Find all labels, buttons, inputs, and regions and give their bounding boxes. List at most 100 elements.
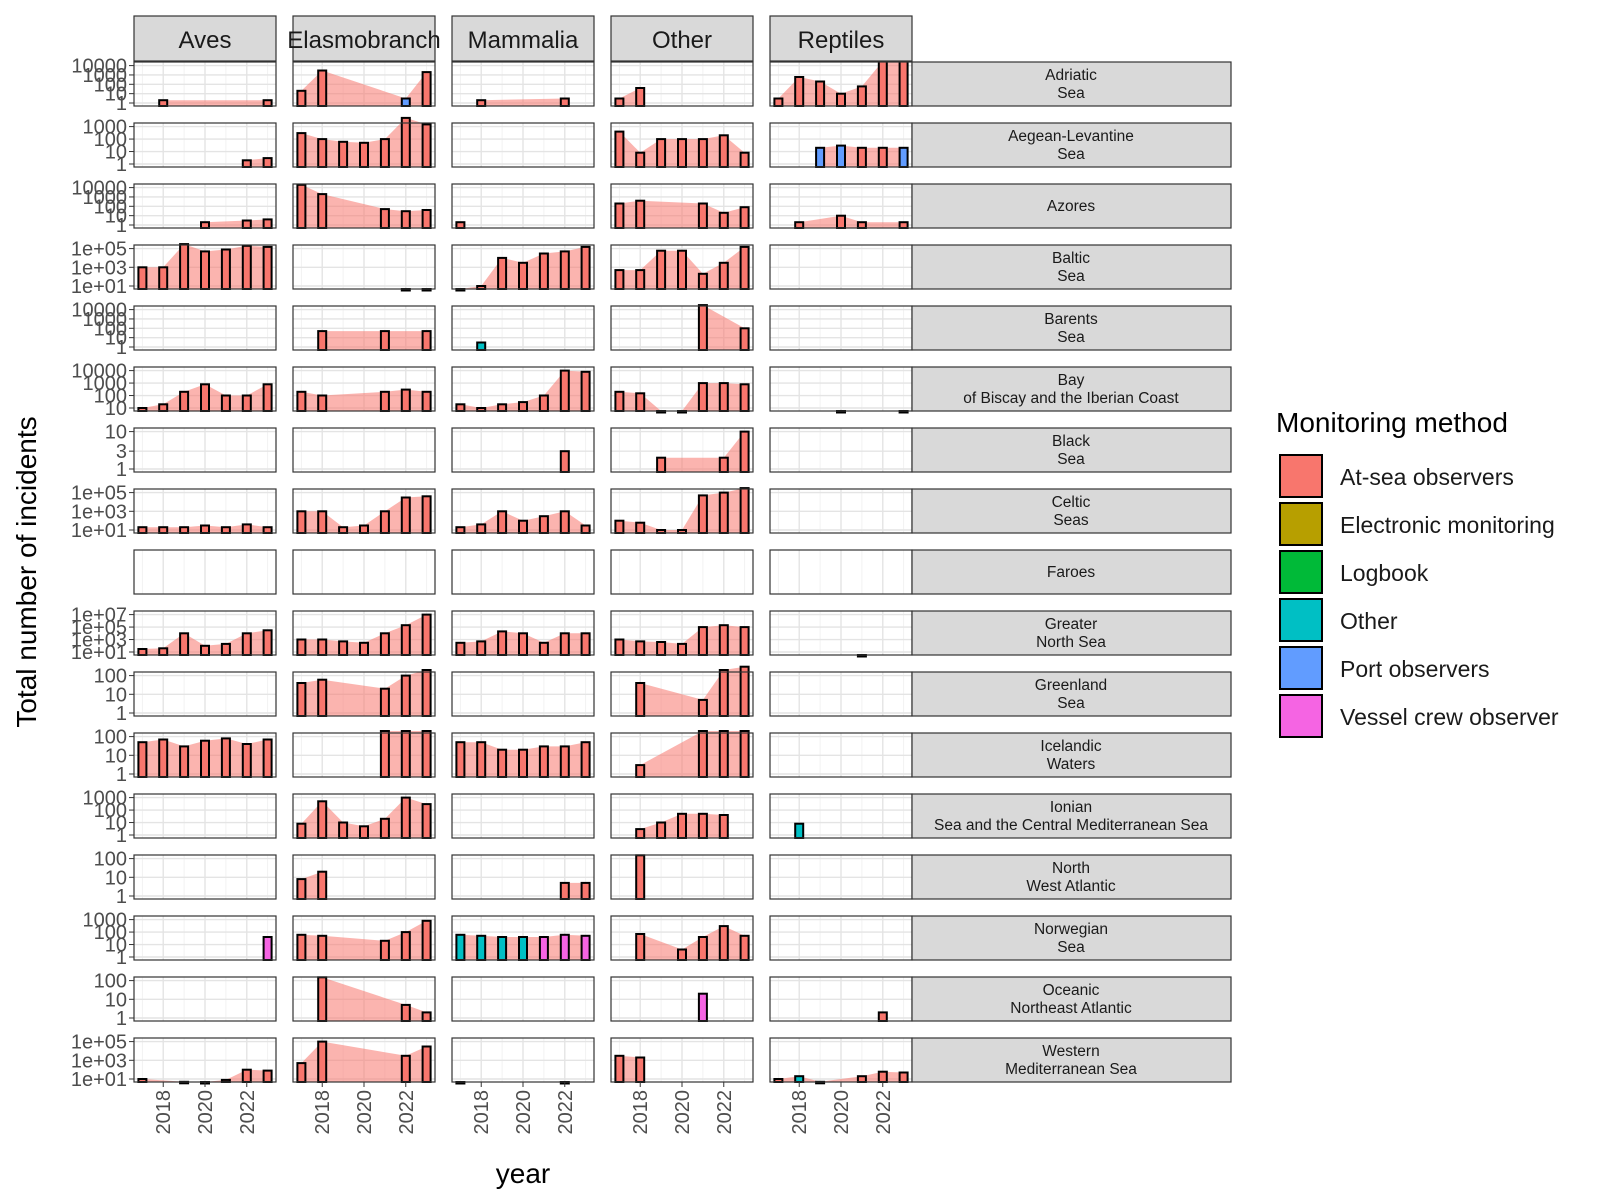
- bar: [580, 632, 591, 656]
- series-ribbon: [619, 1055, 641, 1082]
- y-tick-label: 10: [105, 684, 127, 706]
- bar: [220, 737, 231, 779]
- bar: [262, 245, 273, 290]
- bar: [476, 934, 487, 961]
- bar: [179, 390, 190, 412]
- y-tick-label: 1e+05: [71, 617, 127, 639]
- y-tick-label: 1: [116, 886, 127, 908]
- bar: [697, 272, 708, 290]
- panel-15-aves: [133, 976, 277, 1022]
- panel-1-elasmobranch: [292, 116, 436, 169]
- bar: [421, 803, 432, 839]
- bar: [815, 80, 826, 107]
- row-strip-label: Greenland: [1035, 677, 1107, 694]
- series-ribbon: [564, 882, 586, 899]
- bar: [317, 638, 328, 656]
- panel-0-other: [610, 61, 754, 107]
- panel-1-other: [610, 122, 754, 169]
- row-strip-label: Adriatic: [1045, 67, 1097, 84]
- bar: [656, 641, 667, 656]
- bar: [241, 394, 252, 412]
- panel-14-mammalia: [451, 915, 595, 961]
- bar: [296, 933, 307, 961]
- bar: [877, 146, 888, 169]
- bar: [241, 244, 252, 291]
- panel-13-aves: [133, 854, 277, 900]
- bar: [718, 382, 729, 413]
- bar: [518, 632, 528, 656]
- bar: [476, 741, 487, 779]
- legend: Monitoring method At-sea observers Electr…: [1276, 407, 1559, 738]
- panel-15-reptiles: [769, 976, 913, 1023]
- panel-7-aves: [133, 488, 277, 535]
- bar: [580, 370, 591, 412]
- panel-9-elasmobranch: [292, 610, 436, 657]
- panel-2-reptiles: [769, 183, 913, 229]
- bar: [137, 526, 148, 535]
- bar: [455, 741, 466, 779]
- panel-3-other: [610, 244, 754, 291]
- bar: [635, 682, 646, 717]
- panel-10-elasmobranch: [292, 669, 436, 718]
- bar: [359, 141, 369, 169]
- bar: [476, 341, 487, 351]
- bar: [739, 151, 750, 168]
- bar: [379, 687, 390, 718]
- bar: [856, 221, 867, 229]
- bar: [538, 252, 549, 290]
- bar: [497, 748, 508, 779]
- bar: [455, 221, 466, 229]
- bar: [580, 245, 591, 290]
- bar: [697, 992, 708, 1023]
- bar: [158, 738, 169, 778]
- bar: [739, 383, 750, 412]
- row-strip-label: Waters: [1047, 756, 1096, 773]
- bar: [317, 1040, 328, 1083]
- bar: [455, 641, 466, 656]
- series-ribbon: [301, 389, 427, 411]
- y-tick-label: 3: [116, 441, 127, 463]
- bar: [262, 526, 273, 535]
- bar: [317, 678, 328, 718]
- bar: [421, 495, 432, 534]
- legend-swatch: [1279, 502, 1323, 546]
- row-strip-label: Icelandic: [1040, 738, 1101, 755]
- bar: [421, 209, 432, 229]
- bar: [697, 730, 708, 778]
- series-ribbon: [163, 100, 268, 106]
- panel-2-mammalia: [451, 183, 595, 229]
- bar: [421, 919, 432, 961]
- panel-16-other: [610, 1037, 754, 1084]
- panel-3-mammalia: [451, 244, 595, 292]
- bar: [338, 140, 349, 169]
- x-axis-other: 2018 2020 2022: [630, 1082, 736, 1135]
- bar: [739, 730, 750, 778]
- series-ribbon: [205, 219, 268, 228]
- panel-1-reptiles: [769, 122, 913, 169]
- bar: [421, 330, 432, 352]
- bar: [773, 97, 784, 107]
- bar: [635, 269, 646, 291]
- panel-5-elasmobranch: [292, 366, 436, 413]
- bar: [455, 403, 466, 412]
- bar: [677, 249, 687, 290]
- bar: [794, 76, 805, 107]
- bar: [614, 130, 625, 169]
- bar: [635, 933, 646, 961]
- bar: [898, 59, 909, 107]
- panel-16-aves: [133, 1037, 277, 1085]
- bar: [614, 638, 625, 656]
- bar: [296, 89, 307, 108]
- legend-item: Vessel crew observer: [1279, 694, 1559, 738]
- bar: [200, 250, 210, 290]
- y-tick-label: 1e+01: [71, 1069, 127, 1091]
- series-ribbon: [301, 184, 427, 228]
- panel-2-other: [610, 183, 754, 230]
- legend-label: At-sea observers: [1340, 464, 1514, 490]
- legend-label: Other: [1340, 608, 1398, 634]
- bar: [559, 510, 570, 534]
